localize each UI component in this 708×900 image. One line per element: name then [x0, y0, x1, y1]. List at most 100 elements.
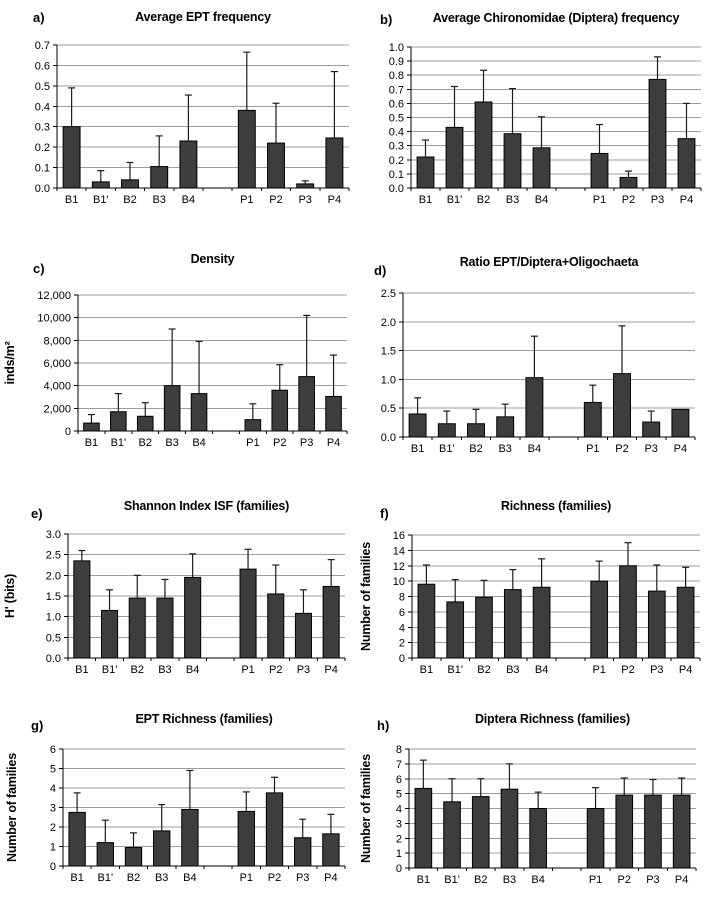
bar-d-B4	[525, 377, 544, 438]
chart-plot-b: 0.0 0.1 0.2 0.3 0.4 0.5 0.6 0.7 0.8 0.9 1.0 B1 B1' B2…	[389, 42, 702, 206]
x-category-label: P1	[240, 194, 253, 206]
x-category-label: P2	[621, 664, 634, 676]
x-category-label: B4	[182, 194, 195, 206]
y-tick-label: 0.1	[35, 163, 50, 175]
x-category-label: P2	[273, 437, 286, 449]
bar-c-B2	[136, 415, 154, 432]
bar-b-B1'	[445, 126, 464, 189]
y-tick-label: 0	[396, 863, 402, 875]
bar-b-B1	[416, 156, 435, 189]
x-category-label: B2	[474, 874, 487, 886]
y-tick-label: 5	[396, 789, 402, 801]
x-category-label: P1	[586, 443, 599, 455]
x-category-label: P1	[593, 194, 606, 206]
x-category-label: P4	[680, 194, 693, 206]
bar-a-B2	[121, 179, 139, 189]
x-category-label: B4	[531, 874, 544, 886]
bar-a-P2	[267, 142, 285, 189]
bar-g-B4	[181, 808, 199, 867]
x-category-label: P1	[246, 437, 259, 449]
y-tick-label: 0.6	[389, 98, 404, 110]
x-category-label: B2	[139, 437, 152, 449]
y-tick-label: 0.6	[35, 60, 50, 72]
x-category-label: B3	[498, 443, 511, 455]
y-tick-label: 2.5	[381, 288, 396, 300]
bar-c-B4	[190, 393, 208, 432]
bar-h-B1	[414, 787, 433, 869]
x-category-label: B1	[75, 664, 88, 676]
panel-letter-c: c)	[33, 261, 45, 276]
bar-d-B2	[467, 423, 485, 438]
x-category-label: P3	[651, 194, 664, 206]
x-category-label: P1	[241, 664, 254, 676]
y-tick-label: 1.0	[389, 42, 404, 54]
bar-e-B1	[73, 560, 91, 659]
bar-b-B2	[474, 101, 493, 189]
bar-c-B1'	[110, 411, 127, 432]
x-category-label: P4	[679, 664, 692, 676]
y-tick-label: 0.8	[389, 70, 404, 82]
bar-e-B3	[156, 597, 174, 659]
chart-plot-a: 0.0 0.1 0.2 0.3 0.4 0.5 0.6 0.7 B1 B1' B2 B3 B4 P1 P2 P…	[35, 40, 350, 206]
x-category-label: P3	[644, 443, 657, 455]
y-tick-label: 0	[65, 426, 71, 438]
y-tick-label: 2	[399, 638, 405, 650]
bar-a-P1	[237, 109, 256, 189]
x-category-label: B2	[469, 443, 482, 455]
chart-title-e: Shannon Index ISF (families)	[123, 499, 290, 513]
x-category-label: P4	[675, 874, 688, 886]
chart-title-c: Density	[190, 252, 235, 266]
y-tick-label: 7	[396, 759, 402, 771]
bar-c-P2	[271, 389, 289, 432]
y-tick-label: 0.5	[46, 632, 61, 644]
chart-plot-e: 0.0 0.5 1.0 1.5 2.0 2.5 3.0 B1 B1' B2 B3 B4 P1 P2 P3 P4…	[3, 529, 346, 676]
bar-g-B1'	[96, 842, 114, 867]
y-tick-label: 0.5	[381, 403, 396, 415]
chart-panel-e: e) Shannon Index ISF (families) 0.0 0.5 1.0 1…	[0, 465, 354, 685]
bar-h-P4	[672, 794, 691, 869]
bar-e-P4	[322, 585, 340, 659]
panel-letter-a: a)	[33, 10, 45, 25]
x-category-label: P2	[269, 664, 282, 676]
x-category-label: P3	[650, 664, 663, 676]
bar-h-P2	[615, 794, 634, 869]
y-tick-label: 0.3	[389, 141, 404, 153]
y-axis-label: Number of families	[359, 542, 373, 651]
bar-f-B1	[417, 583, 436, 659]
bar-e-P3	[294, 612, 312, 659]
y-tick-label: 10,000	[37, 313, 71, 325]
chart-panel-h: h) Diptera Richness (families) 0 1 2 3 4 5 6 7 8 B1…	[354, 685, 708, 900]
bar-c-P1	[244, 419, 262, 432]
x-category-label: B2	[123, 194, 136, 206]
y-tick-label: 0.0	[381, 432, 396, 444]
y-tick-label: 2	[396, 833, 402, 845]
y-tick-label: 1.5	[46, 591, 61, 603]
x-category-label: P1	[589, 874, 602, 886]
chart-plot-c: 0 2,000 4,000 6,000 8,000 10,000 12,000 B1 B1' B2…	[3, 290, 348, 449]
y-tick-label: 0.0	[389, 183, 404, 195]
chart-panel-f: f) Richness (families) 0 2 4 6 8 10 12 14 16 B1 B1' B…	[354, 465, 708, 685]
y-tick-label: 6	[50, 744, 56, 756]
bar-e-B2	[128, 597, 146, 659]
bar-b-P1	[590, 152, 609, 189]
x-category-label: B1'	[102, 664, 118, 676]
y-tick-label: 1	[50, 842, 56, 854]
chart-panel-d: d) Ratio EPT/Diptera+Oligochaeta 0.0 0.5 1.0…	[354, 225, 708, 465]
y-tick-label: 2.0	[46, 570, 61, 582]
x-category-label: P2	[268, 872, 281, 884]
x-category-label: B3	[158, 664, 171, 676]
x-category-label: P4	[327, 437, 340, 449]
y-tick-label: 2.0	[381, 317, 396, 329]
x-category-label: B4	[535, 664, 548, 676]
chart-panel-b: b) Average Chironomidae (Diptera) frequen…	[354, 0, 708, 225]
x-category-label: B1'	[98, 872, 114, 884]
x-category-label: B4	[528, 443, 541, 455]
x-category-label: B2	[131, 664, 144, 676]
y-tick-label: 0.2	[389, 155, 404, 167]
bar-f-P2	[619, 565, 637, 659]
bar-c-B3	[163, 385, 181, 432]
bar-f-B2	[475, 596, 493, 659]
y-tick-label: 10	[393, 576, 405, 588]
bar-c-P3	[298, 376, 315, 432]
